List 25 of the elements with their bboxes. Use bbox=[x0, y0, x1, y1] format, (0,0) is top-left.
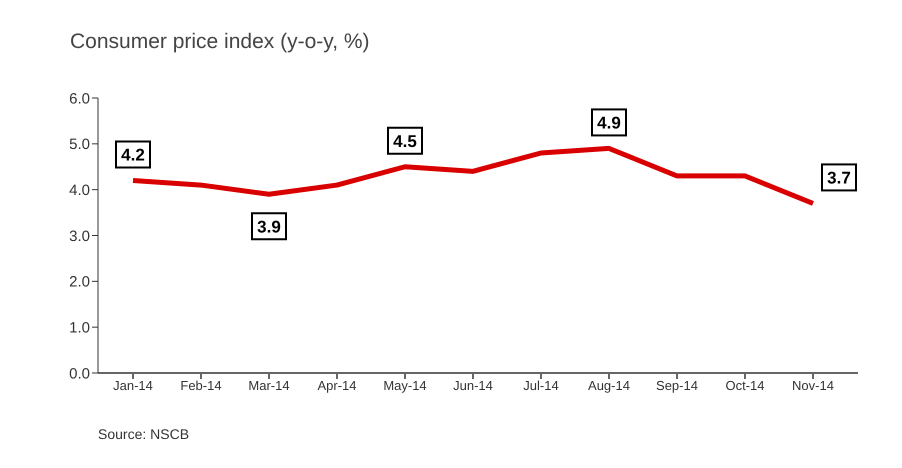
x-tick-label: Nov-14 bbox=[792, 378, 834, 394]
x-tick-label: Sep-14 bbox=[656, 378, 698, 394]
y-tick-label: 2.0 bbox=[69, 274, 90, 291]
data-label: 4.9 bbox=[597, 113, 621, 132]
data-label: 4.2 bbox=[121, 146, 145, 164]
y-tick-label: 0.0 bbox=[69, 365, 90, 382]
x-tick-label: Apr-14 bbox=[317, 378, 357, 394]
data-label: 4.5 bbox=[393, 132, 417, 151]
source-note: Source: NSCB bbox=[98, 426, 190, 442]
data-label: 3.7 bbox=[827, 168, 851, 188]
x-tick-label: Jul-14 bbox=[523, 378, 559, 394]
x-tick-label: Jun-14 bbox=[453, 378, 493, 394]
y-tick-label: 4.0 bbox=[69, 182, 90, 199]
x-tick-label: Feb-14 bbox=[180, 378, 222, 394]
x-tick-label: Jan-14 bbox=[113, 378, 153, 394]
x-tick-label: Oct-14 bbox=[725, 378, 765, 394]
y-tick-label: 1.0 bbox=[69, 319, 90, 336]
x-tick-label: May-14 bbox=[383, 378, 427, 394]
x-tick-label: Mar-14 bbox=[248, 378, 290, 394]
data-label: 3.9 bbox=[257, 217, 281, 236]
chart-title: Consumer price index (y-o-y, %) bbox=[70, 30, 370, 54]
y-tick-label: 5.0 bbox=[69, 136, 90, 154]
y-tick-label: 6.0 bbox=[69, 90, 90, 108]
x-tick-label: Aug-14 bbox=[588, 378, 630, 394]
y-tick-label: 3.0 bbox=[69, 228, 90, 245]
